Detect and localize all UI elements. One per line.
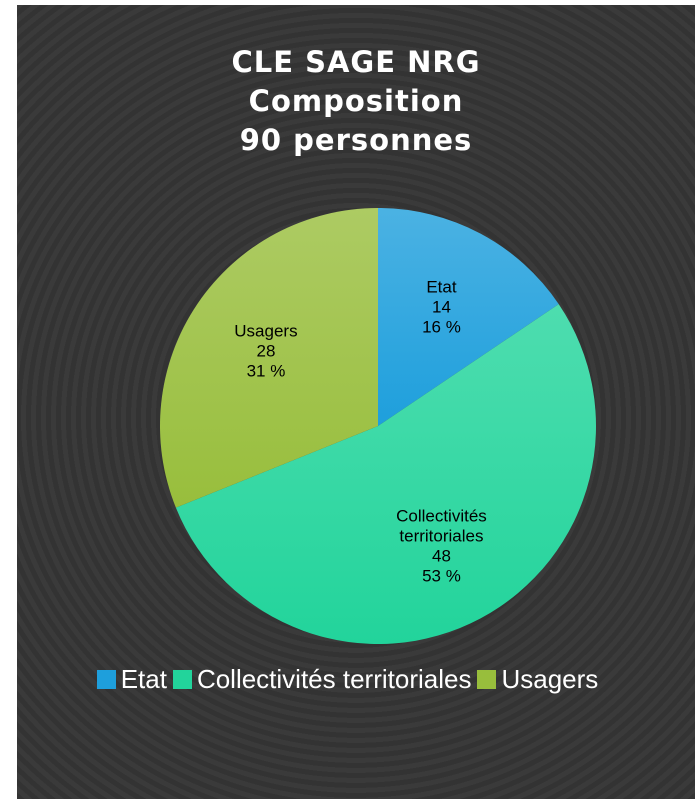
chart-title-line-2: Composition xyxy=(248,84,464,118)
slice-label-usagers-line-1: Usagers xyxy=(234,321,297,340)
slice-label-usagers-line-3: 31 % xyxy=(247,361,286,380)
legend-swatch-usagers xyxy=(477,670,497,689)
legend-label-usagers: Usagers xyxy=(501,664,599,694)
slice-label-collectivites-line-2: territoriales xyxy=(399,526,483,545)
pie-slice-usagers[interactable] xyxy=(159,208,378,508)
slice-label-collectivites-line-1: Collectivités xyxy=(396,506,487,525)
slice-label-etat-line-1: Etat xyxy=(426,278,457,297)
slice-label-collectivites-line-4: 53 % xyxy=(422,566,461,585)
chart-frame: CLE SAGE NRG Composition 90 personnes Et… xyxy=(17,5,695,799)
chart-title-line-1: CLE SAGE NRG xyxy=(231,45,481,79)
legend-swatch-collectivites xyxy=(172,670,192,689)
slice-label-etat-line-2: 14 xyxy=(432,298,451,317)
legend: Etat Collectivités territoriales Usagers xyxy=(0,664,695,695)
slice-label-collectivites: Collectivités territoriales 48 53 % xyxy=(396,506,487,585)
legend-label-etat: Etat xyxy=(120,664,167,694)
pie-chart: Etat 14 16 % Collectivités territoriales 48 53… xyxy=(159,208,597,645)
pie-slice-etat[interactable] xyxy=(378,208,559,426)
slice-label-usagers-line-2: 28 xyxy=(256,341,275,360)
legend-item-etat[interactable]: Etat xyxy=(96,664,167,695)
pie-slices xyxy=(159,208,597,645)
slice-label-etat: Etat 14 16 % xyxy=(422,278,461,337)
legend-item-collectivites[interactable]: Collectivités territoriales xyxy=(172,664,472,695)
chart-title: CLE SAGE NRG Composition 90 personnes xyxy=(17,43,695,160)
legend-swatch-etat xyxy=(96,670,116,689)
legend-item-usagers[interactable]: Usagers xyxy=(477,664,598,695)
slice-label-etat-line-3: 16 % xyxy=(422,318,461,337)
slice-label-collectivites-line-3: 48 xyxy=(432,546,451,565)
chart-title-line-3: 90 personnes xyxy=(239,123,473,157)
legend-label-collectivites: Collectivités territoriales xyxy=(196,664,472,694)
pie-slice-collectivites[interactable] xyxy=(175,304,597,645)
slice-label-usagers: Usagers 28 31 % xyxy=(234,321,297,380)
pie-labels: Etat 14 16 % Collectivités territoriales 48 53… xyxy=(234,278,487,586)
